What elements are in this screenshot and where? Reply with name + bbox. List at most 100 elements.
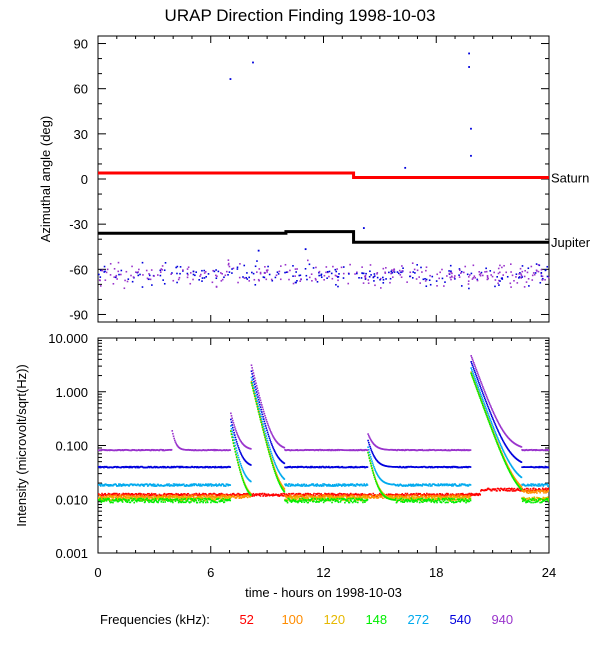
intensity-data-point: [99, 484, 101, 486]
intensity-data-point: [362, 494, 364, 497]
intensity-data-point: [536, 492, 538, 494]
intensity-data-point: [480, 490, 482, 492]
intensity-data-point: [176, 495, 179, 498]
intensity-data-point: [103, 495, 105, 498]
intensity-data-point: [280, 487, 283, 489]
intensity-data-point: [410, 485, 413, 487]
intensity-data-point: [261, 492, 264, 495]
intensity-data-point: [511, 490, 514, 492]
intensity-data-point: [498, 448, 501, 450]
intensity-data-point: [510, 474, 513, 477]
intensity-data-point: [508, 470, 511, 472]
azimuth-data-point: [537, 264, 540, 266]
intensity-data-point: [331, 492, 334, 495]
intensity-data-point: [303, 483, 306, 486]
intensity-data-point: [471, 362, 473, 365]
intensity-data-point: [241, 477, 244, 480]
intensity-data-point: [206, 501, 209, 504]
azimuth-data-point: [476, 278, 479, 281]
intensity-data-point: [545, 489, 548, 492]
azimuth-data-point: [365, 272, 367, 275]
intensity-data-point: [211, 497, 213, 500]
intensity-data-point: [176, 484, 179, 487]
azimuth-data-point: [286, 271, 289, 273]
intensity-data-point: [345, 500, 348, 502]
intensity-data-point: [317, 495, 320, 497]
intensity-data-point: [510, 487, 513, 490]
intensity-data-point: [222, 498, 225, 501]
intensity-data-point: [236, 459, 239, 461]
intensity-data-point: [508, 461, 511, 464]
azimuth-data-point: [535, 269, 538, 272]
intensity-data-point: [240, 473, 242, 476]
intensity-data-point: [487, 407, 490, 409]
intensity-data-point: [133, 501, 136, 504]
intensity-data-point: [204, 496, 207, 499]
intensity-data-point: [275, 475, 278, 478]
intensity-data-point: [99, 485, 102, 487]
intensity-data-point: [297, 496, 299, 498]
intensity-data-point: [275, 452, 277, 455]
azimuth-data-point: [170, 273, 172, 275]
intensity-data-point: [177, 499, 179, 502]
azimuth-data-point: [361, 266, 363, 268]
azimuth-data-point: [400, 271, 402, 274]
intensity-data-point: [177, 501, 180, 504]
intensity-data-point: [366, 466, 369, 468]
intensity-data-point: [259, 418, 262, 421]
intensity-data-point: [400, 494, 403, 496]
intensity-data-point: [505, 455, 507, 458]
intensity-data-point: [201, 500, 203, 503]
azimuth-data-point: [242, 276, 244, 278]
intensity-data-point: [177, 484, 180, 487]
intensity-data-point: [513, 469, 516, 471]
intensity-data-point: [99, 499, 102, 502]
intensity-data-point: [548, 497, 549, 500]
intensity-data-point: [164, 494, 166, 497]
intensity-data-point: [324, 498, 327, 501]
intensity-data-point: [166, 500, 169, 502]
intensity-data-point: [169, 494, 172, 497]
intensity-data-point: [436, 498, 439, 501]
intensity-data-point: [212, 498, 215, 501]
intensity-data-point: [280, 475, 283, 478]
intensity-data-point: [548, 466, 549, 469]
azimuth-data-point: [132, 276, 135, 278]
intensity-data-point: [322, 501, 325, 504]
intensity-data-point: [232, 436, 235, 439]
intensity-data-point: [282, 495, 285, 497]
intensity-data-point: [291, 497, 294, 499]
intensity-data-point: [129, 501, 132, 504]
azimuth-data-point: [364, 274, 367, 277]
intensity-data-point: [272, 466, 275, 469]
azimuth-data-point: [385, 267, 387, 269]
intensity-data-point: [103, 484, 106, 487]
intensity-data-point: [483, 402, 485, 404]
intensity-data-point: [476, 390, 479, 392]
intensity-data-point: [318, 492, 320, 495]
intensity-data-point: [437, 483, 440, 485]
azimuth-data-point: [448, 272, 451, 275]
intensity-data-point: [427, 496, 430, 499]
intensity-data-point: [337, 485, 339, 487]
intensity-data-point: [257, 493, 260, 496]
intensity-data-point: [492, 427, 495, 430]
intensity-data-point: [196, 501, 199, 504]
intensity-data-point: [405, 495, 407, 498]
intensity-data-point: [116, 494, 119, 497]
intensity-data-point: [276, 455, 279, 457]
intensity-data-point: [373, 467, 376, 470]
azimuth-data-point: [141, 286, 144, 288]
intensity-data-point: [350, 500, 353, 503]
intensity-data-point: [193, 484, 195, 487]
azimuth-data-point: [258, 279, 260, 282]
intensity-data-point: [164, 501, 166, 503]
intensity-data-point: [446, 494, 449, 496]
azimuth-data-point: [399, 274, 402, 276]
azimuth-data-point: [472, 264, 475, 267]
intensity-data-point: [335, 497, 337, 500]
intensity-data-point: [206, 483, 208, 486]
intensity-data-point: [498, 431, 500, 434]
intensity-data-point: [395, 497, 397, 500]
intensity-data-point: [364, 501, 366, 503]
